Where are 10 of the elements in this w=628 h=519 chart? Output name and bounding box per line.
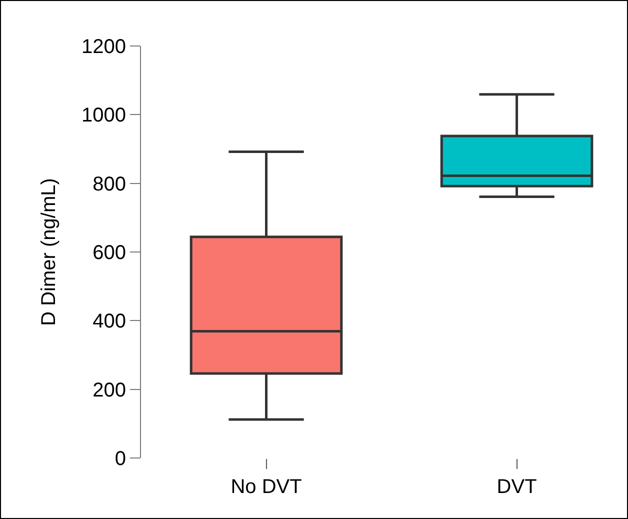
- y-axis-title: D Dimer (ng/mL): [38, 178, 60, 326]
- y-tick-label: 800: [92, 173, 126, 196]
- y-tick-label: 0: [114, 448, 126, 470]
- y-tick-label: 400: [92, 310, 126, 333]
- x-tick-label: No DVT: [230, 476, 302, 498]
- y-tick-label: 600: [92, 242, 126, 264]
- x-tick-label: DVT: [496, 476, 537, 498]
- y-tick-label: 1000: [82, 104, 126, 127]
- y-tick-label: 1200: [82, 36, 126, 58]
- y-tick-label: 200: [92, 379, 126, 402]
